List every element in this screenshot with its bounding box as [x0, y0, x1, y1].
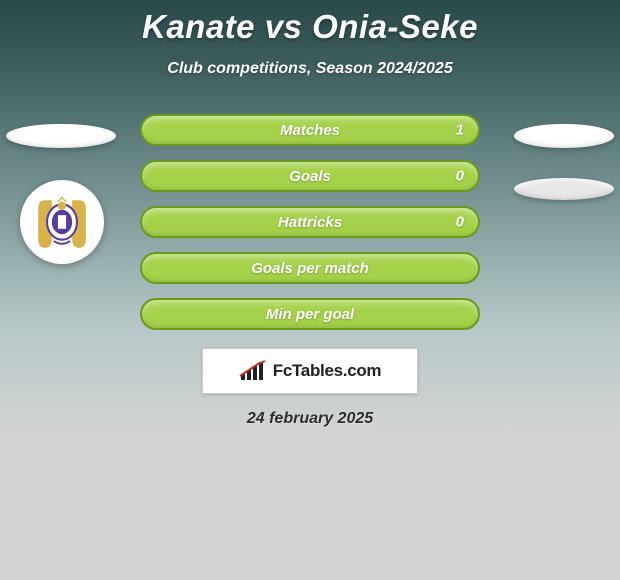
stats-list: Matches 1 Goals 0 Hattricks 0 Goals per … [140, 114, 480, 330]
date-stamp: 24 february 2025 [0, 410, 620, 428]
logo-text: FcTables.com [273, 361, 382, 381]
player-pill-right-1 [514, 124, 614, 148]
player-pill-left [6, 124, 116, 148]
player-pill-right-2 [514, 178, 614, 200]
stat-label: Min per goal [266, 306, 354, 323]
stat-value: 1 [456, 122, 464, 139]
content-container: Kanate vs Onia-Seke Club competitions, S… [0, 0, 620, 428]
stat-row-min-per-goal: Min per goal [140, 298, 480, 330]
stat-label: Matches [280, 122, 340, 139]
stat-row-goals-per-match: Goals per match [140, 252, 480, 284]
stat-value: 0 [456, 168, 464, 185]
page-title: Kanate vs Onia-Seke [0, 8, 620, 46]
bars-chart-icon [239, 360, 267, 382]
fctables-link[interactable]: FcTables.com [202, 348, 418, 394]
stat-label: Goals per match [251, 260, 369, 277]
stat-label: Goals [289, 168, 331, 185]
stat-row-matches: Matches 1 [140, 114, 480, 146]
stat-row-goals: Goals 0 [140, 160, 480, 192]
club-badge-left [20, 180, 104, 264]
page-subtitle: Club competitions, Season 2024/2025 [0, 60, 620, 78]
anderlecht-crest-icon [28, 188, 96, 256]
stat-row-hattricks: Hattricks 0 [140, 206, 480, 238]
stat-label: Hattricks [278, 214, 342, 231]
stat-value: 0 [456, 214, 464, 231]
